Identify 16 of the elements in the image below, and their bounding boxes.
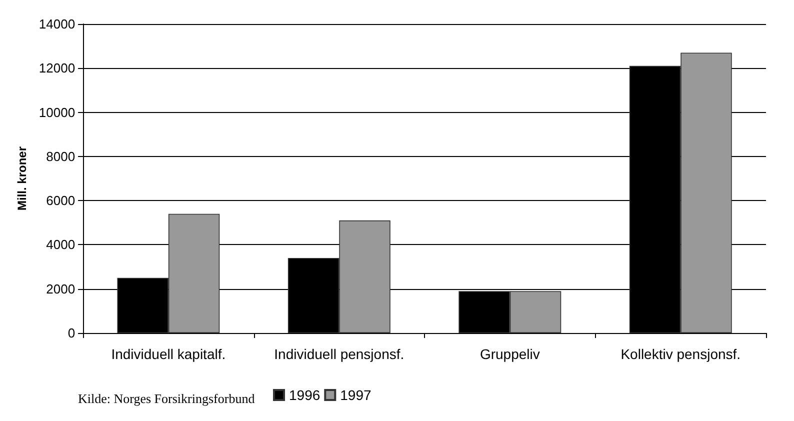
y-tick-label: 6000 (46, 193, 76, 208)
x-tick-label: Gruppeliv (480, 346, 540, 362)
legend-label: 1996 (289, 387, 320, 403)
legend-label: 1997 (340, 387, 372, 403)
y-tick-label: 2000 (46, 281, 76, 296)
x-tick-label: Kollektiv pensjonsf. (620, 346, 741, 362)
y-tick-label: 4000 (46, 237, 76, 252)
y-tick-label: 12000 (38, 60, 76, 76)
y-tick-label: 8000 (46, 148, 76, 164)
y-axis-title: Mill. kroner (15, 146, 29, 211)
y-tick-label: 0 (68, 326, 76, 340)
x-tick-label: Individuell pensjonsf. (274, 346, 404, 362)
text: Kilde: Norges Forsikringsforbund (78, 391, 256, 406)
y-tick-label: 10000 (38, 104, 76, 120)
y-tick-label: 14000 (38, 16, 76, 32)
x-tick-label: Individuell kapitalf. (111, 346, 226, 362)
